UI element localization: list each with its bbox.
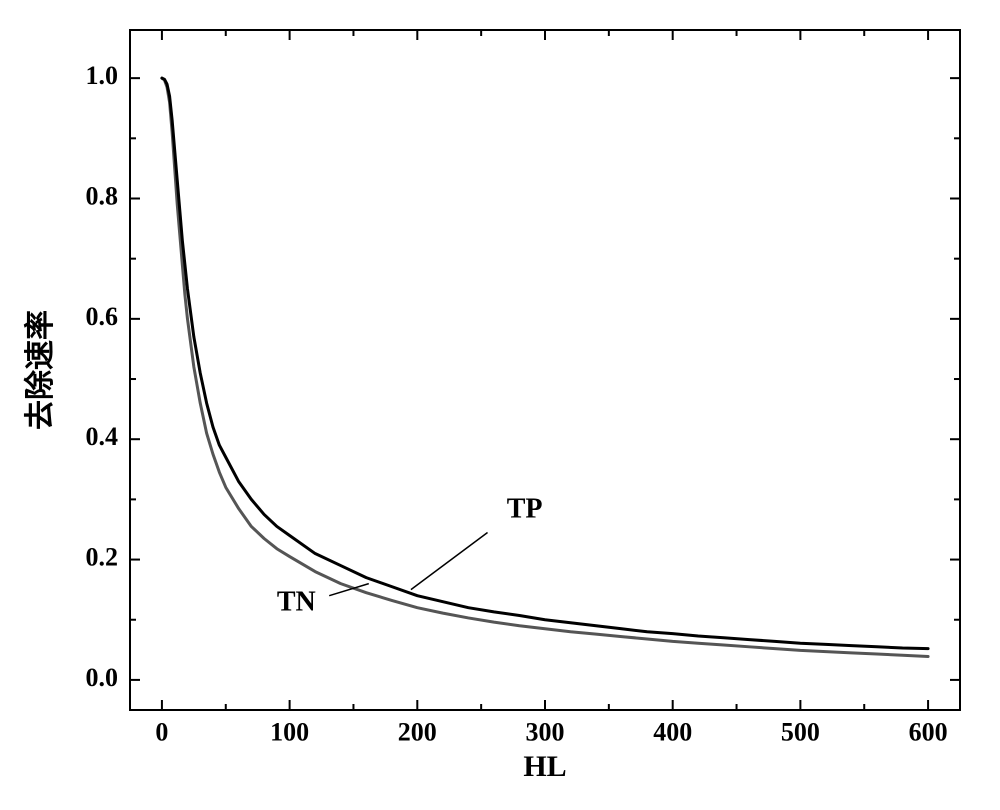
x-axis-title: HL: [523, 750, 566, 783]
y-tick-label: 0.6: [86, 302, 119, 331]
y-tick-label: 1.0: [86, 61, 119, 90]
series-label-tp: TP: [507, 493, 543, 524]
x-tick-label: 600: [909, 717, 948, 746]
line-chart: 0 100 200 300 400 500 600 0.0 0.2 0.4 0.6 0.8 1.0 HL 去…: [0, 0, 1000, 810]
y-tick-label: 0.0: [86, 663, 119, 692]
x-tick-label: 500: [781, 717, 820, 746]
y-tick-label: 0.8: [86, 181, 119, 210]
x-tick-label: 200: [398, 717, 437, 746]
x-tick-label: 300: [526, 717, 565, 746]
chart-container: 0 100 200 300 400 500 600 0.0 0.2 0.4 0.6 0.8 1.0 HL 去…: [0, 0, 1000, 810]
x-tick-label: 100: [270, 717, 309, 746]
y-tick-label: 0.2: [86, 543, 119, 572]
x-tick-label: 0: [155, 717, 168, 746]
series-label-tn: TN: [277, 587, 316, 618]
y-axis-title: 去除速率: [23, 310, 57, 430]
y-tick-label: 0.4: [86, 422, 119, 451]
x-tick-label: 400: [653, 717, 692, 746]
